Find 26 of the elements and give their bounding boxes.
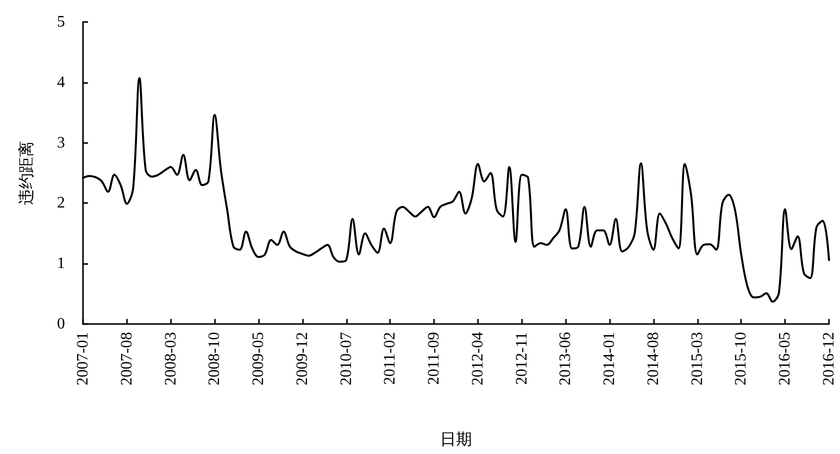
x-tick-label: 2009-12 — [294, 332, 311, 386]
x-tick-label: 2011-02 — [382, 332, 399, 385]
y-tick-label: 0 — [57, 316, 65, 332]
y-tick-label: 5 — [57, 14, 65, 30]
y-tick-label: 1 — [57, 255, 65, 272]
x-tick-label: 2012-04 — [469, 332, 486, 386]
x-tick-label: 2016-12 — [820, 332, 838, 386]
x-tick-label: 2008-10 — [206, 332, 224, 386]
x-tick-label: 2012-11 — [513, 332, 530, 385]
x-tick-label: 2011-09 — [426, 332, 443, 385]
x-tick-label: 2013-06 — [557, 332, 574, 386]
x-tick-label: 2007-08 — [118, 332, 136, 386]
x-tick-label: 2008-03 — [162, 332, 180, 386]
x-tick-label: 2015-10 — [732, 332, 750, 386]
y-tick-label: 2 — [57, 194, 65, 212]
x-tick-label: 2015-03 — [688, 332, 706, 386]
x-tick-label: 2007-01 — [74, 332, 92, 386]
y-tick-label: 4 — [57, 74, 65, 91]
y-tick-label: 3 — [57, 134, 65, 152]
x-tick-label: 2010-07 — [338, 332, 355, 386]
y-axis-title: 违约距离 — [18, 141, 36, 205]
x-tick-label: 2016-05 — [776, 332, 794, 386]
x-tick-label: 2009-05 — [250, 332, 268, 386]
x-tick-label: 2014-01 — [601, 332, 618, 386]
x-axis-title: 日期 — [440, 430, 472, 448]
x-tick-label: 2014-08 — [644, 332, 662, 386]
